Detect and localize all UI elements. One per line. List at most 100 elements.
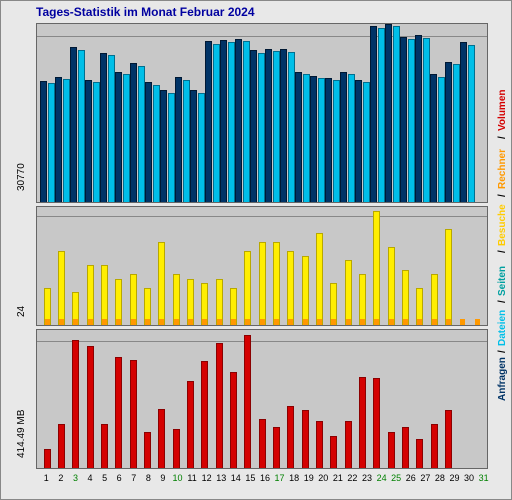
legend-separator: / xyxy=(497,350,508,353)
bar-anfragen xyxy=(400,37,407,203)
bar-dateien xyxy=(423,38,430,202)
bar-volumen xyxy=(287,406,294,468)
bar-volumen xyxy=(144,432,151,468)
bar-dateien xyxy=(198,93,205,202)
bar-anfragen xyxy=(115,72,122,202)
x-tick: 22 xyxy=(345,473,360,483)
bar-anfragen xyxy=(370,26,377,202)
bar-volumen xyxy=(72,340,79,468)
bar-besuche xyxy=(402,270,409,325)
bar-besuche xyxy=(359,274,366,325)
bar-volumen xyxy=(187,381,194,468)
bar-volumen xyxy=(115,357,122,468)
legend-separator: / xyxy=(497,194,508,197)
bar-dateien xyxy=(48,83,55,202)
bar-anfragen xyxy=(430,74,437,202)
bar-volumen xyxy=(345,421,352,468)
bar-besuche xyxy=(287,251,294,325)
bar-besuche xyxy=(302,256,309,325)
x-axis: 1234567891011121314151617181920212223242… xyxy=(36,473,494,483)
bar-dateien xyxy=(363,82,370,202)
bar-volumen xyxy=(216,343,223,468)
x-tick: 7 xyxy=(126,473,141,483)
bar-volumen xyxy=(173,429,180,468)
bar-volumen xyxy=(230,372,237,468)
x-tick: 8 xyxy=(141,473,156,483)
bar-dateien xyxy=(348,74,355,202)
x-tick: 24 xyxy=(374,473,389,483)
bar-anfragen xyxy=(385,24,392,202)
bar-anfragen xyxy=(100,53,107,202)
x-tick: 29 xyxy=(447,473,462,483)
middle-panel-ylabel: 24 xyxy=(16,306,27,317)
x-tick: 3 xyxy=(68,473,83,483)
bar-volumen xyxy=(87,346,94,468)
bar-dateien xyxy=(258,53,265,202)
bar-anfragen xyxy=(40,81,47,202)
x-tick: 6 xyxy=(112,473,127,483)
legend-seiten: Seiten xyxy=(497,266,508,296)
bar-anfragen xyxy=(295,72,302,202)
bar-volumen xyxy=(445,410,452,468)
bar-dateien xyxy=(108,55,115,202)
bar-besuche xyxy=(87,265,94,325)
bar-besuche xyxy=(259,242,266,325)
legend-dateien: Dateien xyxy=(497,310,508,346)
bar-besuche xyxy=(316,233,323,325)
bar-anfragen xyxy=(235,39,242,202)
bar-volumen xyxy=(373,378,380,468)
bottom-panel xyxy=(36,329,488,469)
top-panel-ylabel: 30770 xyxy=(16,163,27,191)
bar-volumen xyxy=(416,439,423,468)
bar-besuche xyxy=(388,247,395,325)
bar-anfragen xyxy=(205,41,212,202)
bar-anfragen xyxy=(220,40,227,202)
x-tick: 23 xyxy=(360,473,375,483)
legend-separator: / xyxy=(497,136,508,139)
bar-anfragen xyxy=(280,49,287,202)
bar-anfragen xyxy=(460,42,467,202)
bar-dateien xyxy=(318,78,325,202)
x-tick: 14 xyxy=(229,473,244,483)
bar-besuche xyxy=(445,229,452,325)
bar-volumen xyxy=(330,436,337,468)
bar-dateien xyxy=(183,80,190,202)
bar-anfragen xyxy=(145,82,152,202)
bar-volumen xyxy=(58,424,65,468)
x-tick: 13 xyxy=(214,473,229,483)
bar-anfragen xyxy=(70,47,77,202)
bar-dateien xyxy=(273,51,280,202)
bars xyxy=(37,207,487,325)
bar-dateien xyxy=(408,39,415,202)
bar-dateien xyxy=(393,26,400,202)
legend: AnfragenDateienSeitenBesucheRechnerVolum… xyxy=(489,1,509,499)
bar-dateien xyxy=(333,80,340,202)
bar-anfragen xyxy=(250,50,257,202)
legend-separator: / xyxy=(497,250,508,253)
bars xyxy=(37,330,487,468)
bar-dateien xyxy=(453,64,460,202)
x-tick: 18 xyxy=(287,473,302,483)
bar-dateien xyxy=(153,85,160,202)
x-tick: 25 xyxy=(389,473,404,483)
x-tick: 16 xyxy=(258,473,273,483)
bar-besuche xyxy=(173,274,180,325)
bar-dateien xyxy=(213,44,220,203)
bar-volumen xyxy=(158,409,165,468)
bar-dateien xyxy=(228,42,235,202)
chart-title: Tages-Statistik im Monat Februar 2024 xyxy=(36,5,255,19)
bar-volumen xyxy=(316,421,323,468)
bottom-panel-ylabel: 414.49 MB xyxy=(16,410,27,458)
bar-besuche xyxy=(273,242,280,325)
x-tick: 26 xyxy=(403,473,418,483)
bar-volumen xyxy=(259,419,266,468)
x-tick: 21 xyxy=(331,473,346,483)
x-tick: 28 xyxy=(433,473,448,483)
orange-baseline xyxy=(40,319,484,325)
top-panel xyxy=(36,23,488,203)
bar-volumen xyxy=(44,449,51,468)
legend-besuche: Besuche xyxy=(497,204,508,246)
x-tick: 1 xyxy=(39,473,54,483)
bars xyxy=(37,24,487,202)
bar-anfragen xyxy=(445,62,452,202)
